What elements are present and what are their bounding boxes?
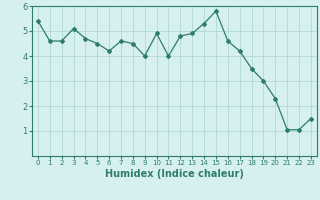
X-axis label: Humidex (Indice chaleur): Humidex (Indice chaleur) — [105, 169, 244, 179]
